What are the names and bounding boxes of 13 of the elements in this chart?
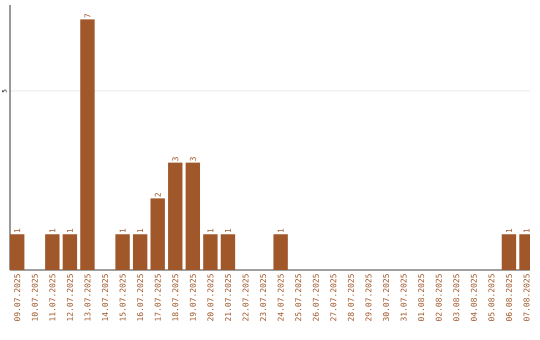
bar xyxy=(62,234,78,270)
bar xyxy=(150,198,165,270)
bar xyxy=(80,19,95,270)
bar xyxy=(273,234,288,270)
bar xyxy=(132,234,148,270)
bar xyxy=(168,162,182,270)
bar xyxy=(220,234,236,270)
bar xyxy=(45,234,60,270)
bar xyxy=(10,234,24,270)
bar xyxy=(502,234,516,270)
bar xyxy=(203,234,218,270)
bar xyxy=(115,234,130,270)
bar xyxy=(186,162,200,270)
